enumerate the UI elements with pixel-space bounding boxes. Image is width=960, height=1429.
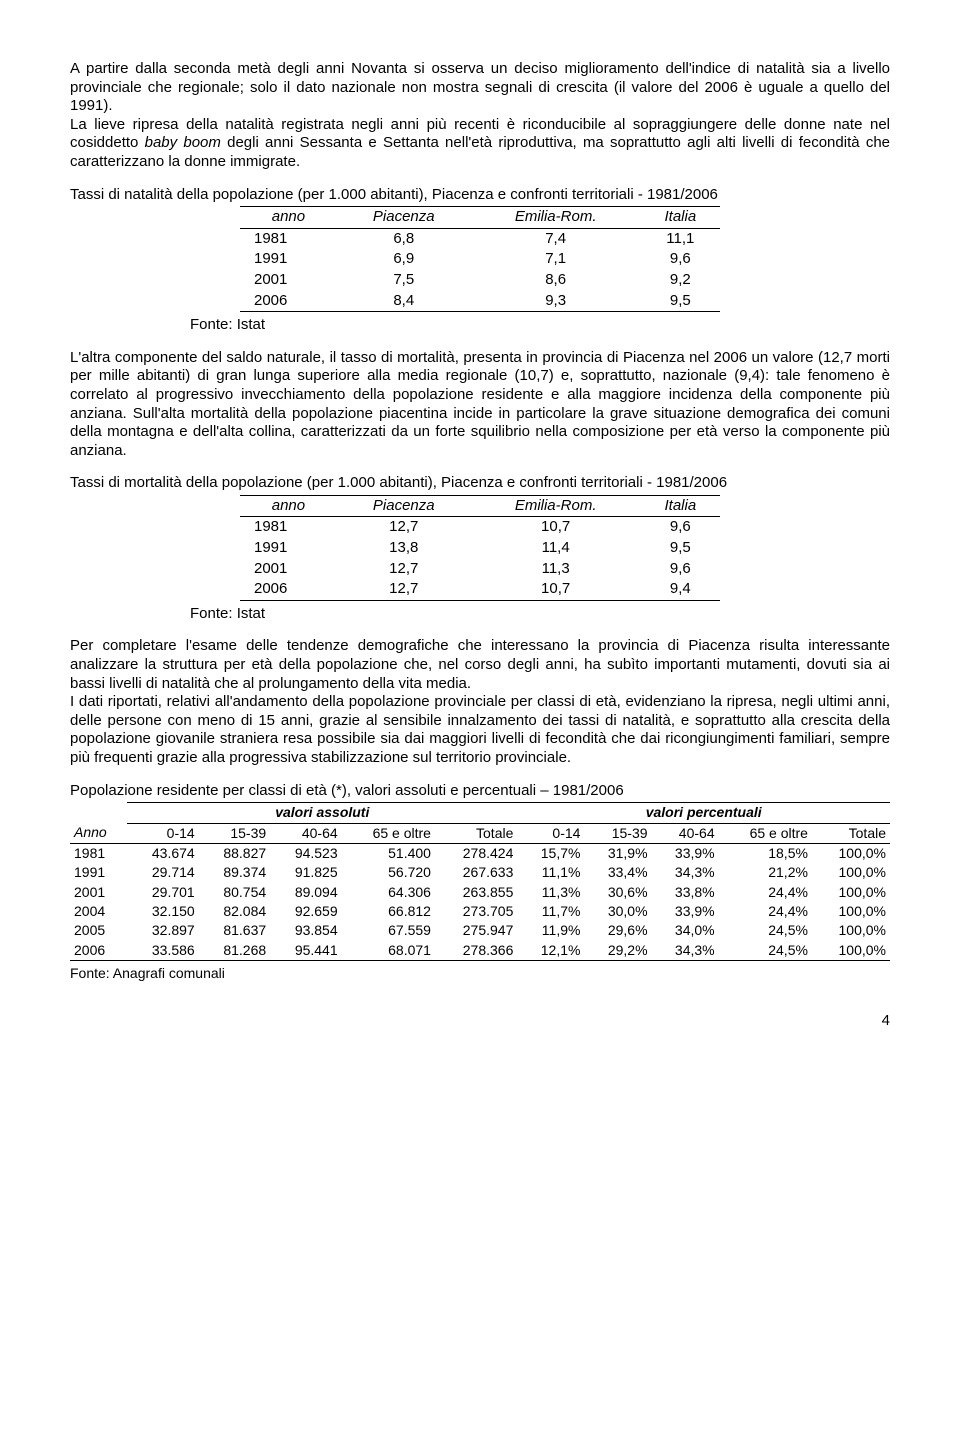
- table-row: 200612,710,79,4: [240, 579, 720, 600]
- paragraph-1: A partire dalla seconda metà degli anni …: [70, 60, 890, 172]
- table-row: 19916,97,19,6: [240, 249, 720, 270]
- text-italic: baby boom: [145, 134, 221, 151]
- table-natalita: anno Piacenza Emilia-Rom. Italia 19816,8…: [240, 206, 720, 312]
- col-15-39: 15-39: [199, 823, 270, 843]
- table2-source: Fonte: Istat: [70, 605, 890, 624]
- group-percentuali: valori percentuali: [517, 803, 890, 823]
- col-0-14-p: 0-14: [517, 823, 584, 843]
- table2-caption: Tassi di mortalità della popolazione (pe…: [70, 474, 890, 493]
- page-number: 4: [70, 1012, 890, 1031]
- table-row: 20017,58,69,2: [240, 270, 720, 291]
- table-row: 200432.15082.08492.65966.812273.70511,7%…: [70, 902, 890, 921]
- text: I dati riportati, relativi all'andamento…: [70, 693, 890, 766]
- table-row: 200633.58681.26895.44168.071278.36612,1%…: [70, 941, 890, 961]
- col-anno: anno: [240, 495, 337, 517]
- col-65: 65 e oltre: [342, 823, 435, 843]
- col-0-14: 0-14: [127, 823, 198, 843]
- table-row: 200129.70180.75489.09464.306263.85511,3%…: [70, 883, 890, 902]
- table-row: 200112,711,39,6: [240, 559, 720, 580]
- col-piacenza: Piacenza: [337, 495, 471, 517]
- col-anno: Anno: [70, 823, 127, 843]
- col-totale: Totale: [435, 823, 517, 843]
- col-emilia: Emilia-Rom.: [471, 495, 641, 517]
- col-totale-p: Totale: [812, 823, 890, 843]
- group-assoluti: valori assoluti: [127, 803, 517, 823]
- col-65-p: 65 e oltre: [719, 823, 812, 843]
- text: A partire dalla seconda metà degli anni …: [70, 60, 890, 114]
- col-italia: Italia: [641, 207, 720, 229]
- table3-source: Fonte: Anagrafi comunali: [70, 965, 890, 982]
- table-row: 200532.89781.63793.85467.559275.94711,9%…: [70, 921, 890, 940]
- table-row: 198143.67488.82794.52351.400278.42415,7%…: [70, 843, 890, 863]
- table-row: 19816,87,411,1: [240, 228, 720, 249]
- table1-source: Fonte: Istat: [70, 316, 890, 335]
- table-classi-eta: valori assoluti valori percentuali Anno …: [70, 802, 890, 961]
- col-emilia: Emilia-Rom.: [471, 207, 641, 229]
- paragraph-2: L'altra componente del saldo naturale, i…: [70, 349, 890, 461]
- col-40-64: 40-64: [270, 823, 341, 843]
- table1-caption: Tassi di natalità della popolazione (per…: [70, 186, 890, 205]
- col-40-64-p: 40-64: [652, 823, 719, 843]
- table-row: 199129.71489.37491.82556.720267.63311,1%…: [70, 863, 890, 882]
- table-row: 20068,49,39,5: [240, 291, 720, 312]
- col-piacenza: Piacenza: [337, 207, 471, 229]
- col-italia: Italia: [641, 495, 720, 517]
- table-mortalita: anno Piacenza Emilia-Rom. Italia 198112,…: [240, 495, 720, 601]
- text: Per completare l'esame delle tendenze de…: [70, 637, 890, 691]
- col-15-39-p: 15-39: [584, 823, 651, 843]
- paragraph-3: Per completare l'esame delle tendenze de…: [70, 637, 890, 767]
- table-row: 199113,811,49,5: [240, 538, 720, 559]
- table-row: 198112,710,79,6: [240, 517, 720, 538]
- col-anno: anno: [240, 207, 337, 229]
- table3-caption: Popolazione residente per classi di età …: [70, 782, 890, 801]
